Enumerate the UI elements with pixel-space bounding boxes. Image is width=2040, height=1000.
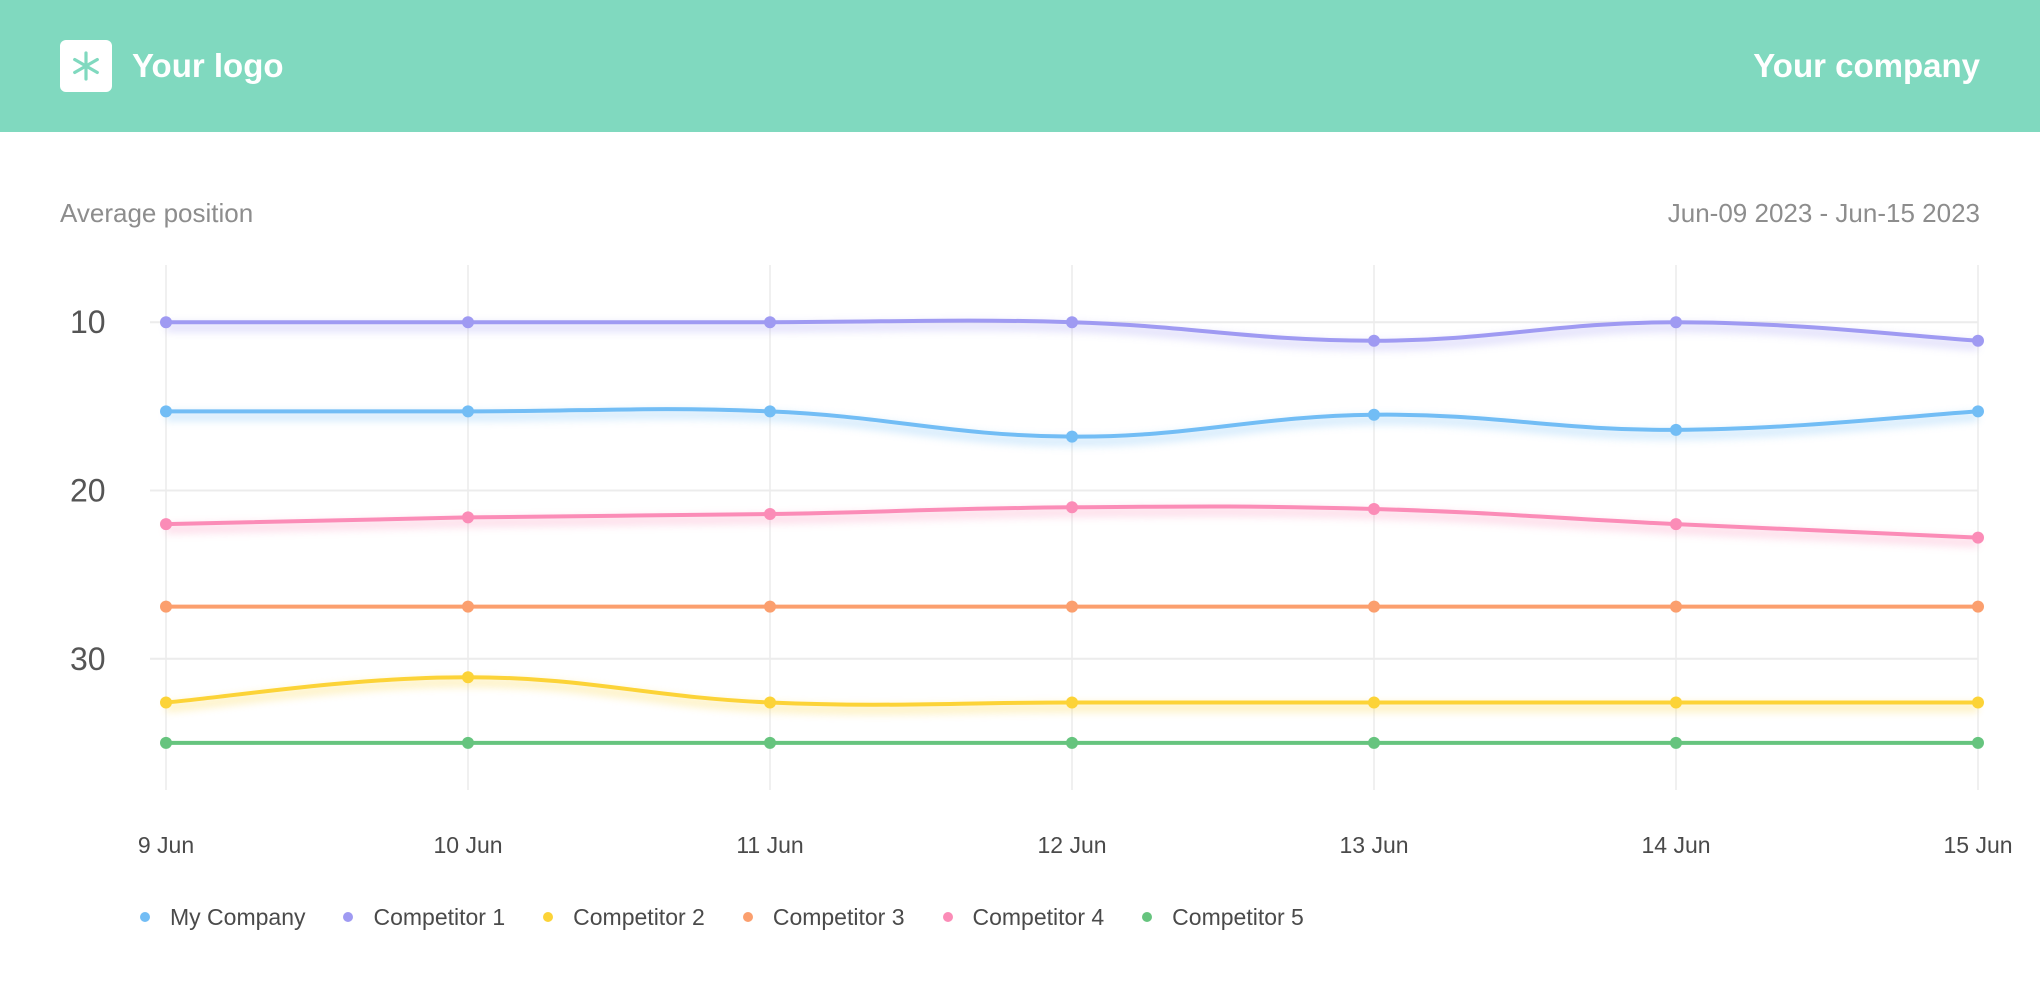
data-point-competitor-2 xyxy=(1368,696,1380,709)
data-point-competitor-1 xyxy=(1368,334,1380,347)
data-point-competitor-4 xyxy=(462,511,474,524)
data-point-competitor-2 xyxy=(462,671,474,684)
legend-label: Competitor 1 xyxy=(373,903,506,930)
data-point-my-company xyxy=(462,405,474,418)
legend-item-competitor-3[interactable]: Competitor 3 xyxy=(742,903,905,931)
x-tick-label: 14 Jun xyxy=(1641,832,1710,858)
company-label: Your company xyxy=(1753,47,1980,84)
y-tick-label: 20 xyxy=(70,472,106,508)
data-point-my-company xyxy=(764,405,776,418)
data-point-competitor-4 xyxy=(1066,501,1078,514)
x-tick-label: 9 Jun xyxy=(138,832,194,858)
data-point-competitor-3 xyxy=(1368,600,1380,613)
legend-dot-icon xyxy=(140,912,150,922)
data-point-competitor-1 xyxy=(462,316,474,329)
data-point-competitor-2 xyxy=(160,696,172,709)
legend-item-my-company[interactable]: My Company xyxy=(140,904,305,931)
data-point-my-company xyxy=(1670,423,1682,436)
data-point-competitor-5 xyxy=(160,736,172,749)
data-point-competitor-4 xyxy=(1670,518,1682,531)
x-tick-label: 12 Jun xyxy=(1037,832,1106,858)
date-range: Jun-09 2023 - Jun-15 2023 xyxy=(1667,198,1980,228)
header-bar: Your logo Your company xyxy=(0,0,2040,132)
legend-dot-icon xyxy=(543,912,554,922)
legend-item-competitor-4[interactable]: Competitor 4 xyxy=(942,903,1105,931)
data-point-competitor-4 xyxy=(764,508,776,521)
legend-dot-icon xyxy=(1142,912,1153,922)
chart-legend: My Company Competitor 1 Competitor 2 Compet… xyxy=(140,900,1342,934)
data-point-competitor-3 xyxy=(1066,600,1078,613)
data-point-competitor-2 xyxy=(1972,696,1984,709)
data-point-competitor-1 xyxy=(1670,316,1682,329)
data-point-competitor-3 xyxy=(764,600,776,613)
data-point-competitor-5 xyxy=(1368,736,1380,749)
y-tick-label: 30 xyxy=(70,641,106,677)
data-point-competitor-2 xyxy=(1670,696,1682,709)
legend-dot-icon xyxy=(343,912,354,922)
data-point-competitor-1 xyxy=(1066,316,1078,329)
x-tick-label: 15 Jun xyxy=(1943,832,2012,858)
x-tick-label: 10 Jun xyxy=(433,832,502,858)
data-point-competitor-5 xyxy=(1972,736,1984,749)
data-point-competitor-1 xyxy=(1972,334,1984,347)
legend-item-competitor-5[interactable]: Competitor 5 xyxy=(1142,904,1304,931)
line-chart: 10 20 30 9 Jun 10 Jun 11 Jun 12 Jun 13 Jun 14 Ju… xyxy=(70,265,2013,858)
legend-dot-icon xyxy=(942,912,953,922)
data-point-competitor-1 xyxy=(160,316,172,329)
y-tick-label: 10 xyxy=(70,304,106,340)
legend-label: Competitor 3 xyxy=(772,903,905,930)
data-point-my-company xyxy=(1368,408,1380,421)
data-point-competitor-3 xyxy=(1972,600,1984,613)
legend-label: Competitor 5 xyxy=(1172,903,1304,930)
x-tick-label: 13 Jun xyxy=(1339,832,1408,858)
data-point-competitor-4 xyxy=(160,518,172,531)
data-point-competitor-5 xyxy=(764,736,776,749)
data-point-competitor-3 xyxy=(462,600,474,613)
data-point-competitor-2 xyxy=(764,696,776,709)
data-point-competitor-5 xyxy=(1066,736,1078,749)
data-point-competitor-5 xyxy=(462,736,474,749)
legend-label: Competitor 2 xyxy=(573,903,705,930)
legend-item-competitor-1[interactable]: Competitor 1 xyxy=(343,904,505,931)
data-point-competitor-5 xyxy=(1670,736,1682,749)
data-point-competitor-2 xyxy=(1066,696,1078,709)
x-tick-label: 11 Jun xyxy=(736,832,803,858)
legend-dot-icon xyxy=(742,912,753,922)
logo-label: Your logo xyxy=(132,47,284,84)
data-point-competitor-3 xyxy=(160,600,172,613)
data-point-my-company xyxy=(160,405,172,418)
legend-item-competitor-2[interactable]: Competitor 2 xyxy=(543,904,705,931)
chart-title: Average position xyxy=(60,198,254,228)
data-point-competitor-3 xyxy=(1670,600,1682,613)
data-point-my-company xyxy=(1066,430,1078,443)
logo-badge xyxy=(60,40,112,92)
data-point-competitor-1 xyxy=(764,316,776,329)
data-point-my-company xyxy=(1972,405,1984,418)
legend-label: My Company xyxy=(170,903,306,930)
data-point-competitor-4 xyxy=(1368,502,1380,515)
legend-label: Competitor 4 xyxy=(972,903,1105,930)
data-point-competitor-4 xyxy=(1972,531,1984,544)
asterisk-icon xyxy=(73,51,99,81)
